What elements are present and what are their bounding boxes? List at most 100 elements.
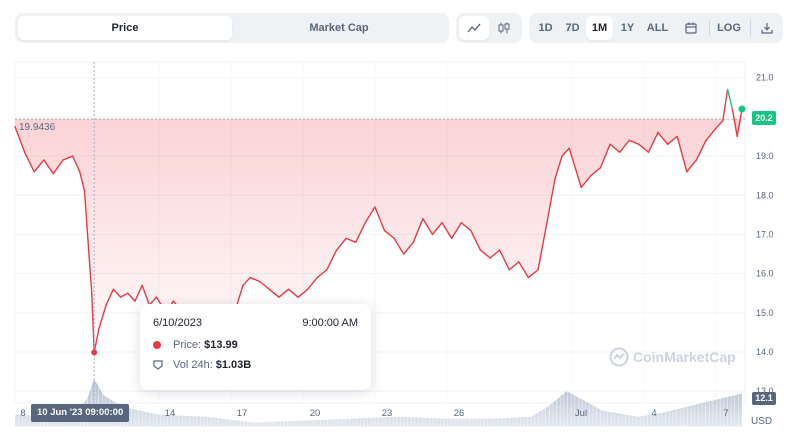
volume-icon	[153, 360, 163, 370]
tooltip-volume-row: Vol 24h: $1.03B	[153, 359, 251, 371]
price-line-segment	[287, 288, 299, 298]
price-line-segment	[355, 222, 367, 243]
range-toggle: 1D 7D 1M 1Y ALL LOG	[529, 13, 783, 43]
log-scale-button[interactable]: LOG	[717, 22, 741, 34]
price-line-segment	[726, 88, 734, 110]
price-line-segment	[722, 88, 729, 122]
price-line-segment	[297, 288, 309, 298]
price-line-segment	[307, 276, 319, 291]
range-1y-button[interactable]: 1Y	[620, 22, 635, 34]
price-line-segment	[498, 249, 510, 271]
current-price-tag: 20.2	[752, 111, 776, 125]
candlestick-chart-icon	[498, 22, 510, 34]
price-line-segment	[479, 249, 491, 259]
metric-toggle: Price Market Cap	[15, 13, 449, 43]
tab-market-cap[interactable]: Market Cap	[309, 22, 369, 34]
price-line-segment	[148, 296, 158, 306]
price-line-segment	[731, 108, 738, 138]
crosshair-point	[91, 349, 98, 356]
price-line-segment	[345, 237, 357, 243]
price-line-segment	[695, 139, 707, 161]
price-line-segment	[134, 284, 143, 302]
price-line-segment	[580, 174, 592, 189]
watermark: CoinMarketCap	[609, 347, 736, 367]
price-below-baseline-area	[15, 119, 742, 353]
x-tick-label: 20	[309, 408, 321, 419]
price-line-segment	[666, 135, 678, 146]
price-line-segment	[676, 135, 688, 173]
x-tick-label: 17	[236, 408, 248, 419]
range-all-button[interactable]: ALL	[646, 22, 669, 34]
price-line-segment	[714, 120, 724, 130]
price-line-segment	[43, 159, 55, 175]
x-tick-label: 14	[164, 408, 176, 419]
price-line-segment	[568, 147, 575, 165]
range-divider	[709, 20, 710, 36]
line-chart-button[interactable]	[459, 16, 489, 40]
tooltip-time: 9:00:00 AM	[302, 317, 358, 329]
price-line-segment	[93, 327, 100, 354]
x-tick-label: 26	[453, 408, 465, 419]
price-line-segment	[83, 190, 88, 228]
y-tick-label: 19.0	[756, 151, 774, 161]
range-divider	[750, 20, 751, 36]
x-crosshair-label: 10 Jun '23 09:00:00	[31, 404, 130, 422]
price-line-segment	[52, 159, 64, 175]
current-price-point	[738, 105, 746, 113]
price-line-segment	[86, 225, 93, 294]
range-7d-button[interactable]: 7D	[565, 22, 580, 34]
price-line-segment	[62, 155, 74, 161]
price-line-segment	[441, 222, 453, 240]
price-line-segment	[546, 178, 556, 220]
watermark-text: CoinMarketCap	[633, 349, 736, 365]
download-button[interactable]	[754, 16, 780, 40]
price-line-segment	[518, 261, 530, 279]
price-line-segment	[554, 155, 563, 181]
price-line-segment	[383, 229, 395, 240]
price-line-segment	[127, 292, 136, 302]
price-line-segment	[599, 143, 611, 169]
currency-label: USD	[751, 416, 773, 427]
range-1m-button[interactable]: 1M	[586, 16, 613, 40]
price-line-segment	[527, 269, 539, 279]
tooltip-date: 6/10/2023	[153, 317, 202, 329]
calendar-button[interactable]	[678, 16, 704, 40]
x-tick-label: 4	[651, 408, 657, 419]
price-line-segment	[335, 237, 347, 251]
price-line-segment	[141, 284, 151, 306]
tooltip-price-label: Price:	[173, 339, 202, 351]
price-line-segment	[268, 288, 280, 298]
y-tick-label: 18.0	[756, 190, 774, 200]
price-line-segment	[412, 218, 424, 243]
y-tick-label: 17.0	[756, 229, 774, 239]
price-line-segment	[736, 108, 743, 138]
price-line-segment	[590, 167, 602, 177]
price-line-segment	[460, 222, 472, 232]
price-line-segment	[98, 304, 107, 330]
y-tick-label: 13.0	[756, 386, 774, 396]
price-line-segment	[431, 222, 443, 236]
range-1d-button[interactable]: 1D	[538, 22, 553, 34]
price-line-segment	[79, 171, 86, 193]
price-line-segment	[23, 151, 35, 173]
candlestick-chart-button[interactable]	[489, 16, 519, 40]
chart-tooltip: 6/10/2023 9:00:00 AM Price: $13.99 Vol 2…	[140, 304, 371, 390]
price-line-segment	[249, 276, 261, 283]
price-line-segment	[638, 143, 650, 153]
price-line-segment	[278, 288, 290, 298]
x-tick-label: 23	[381, 408, 393, 419]
tooltip-price-value: $13.99	[204, 339, 238, 351]
price-line-segment	[686, 159, 698, 173]
price-line-segment	[316, 269, 328, 279]
price-line-segment	[422, 218, 434, 236]
price-line-segment	[647, 131, 659, 153]
tooltip-volume-value: $1.03B	[215, 359, 252, 371]
price-line-segment	[259, 280, 271, 291]
price-line-segment	[71, 155, 81, 173]
tab-price[interactable]: Price	[18, 16, 232, 40]
price-line-segment	[105, 288, 115, 306]
price-dot-icon	[153, 341, 161, 349]
price-line-segment	[573, 163, 582, 189]
